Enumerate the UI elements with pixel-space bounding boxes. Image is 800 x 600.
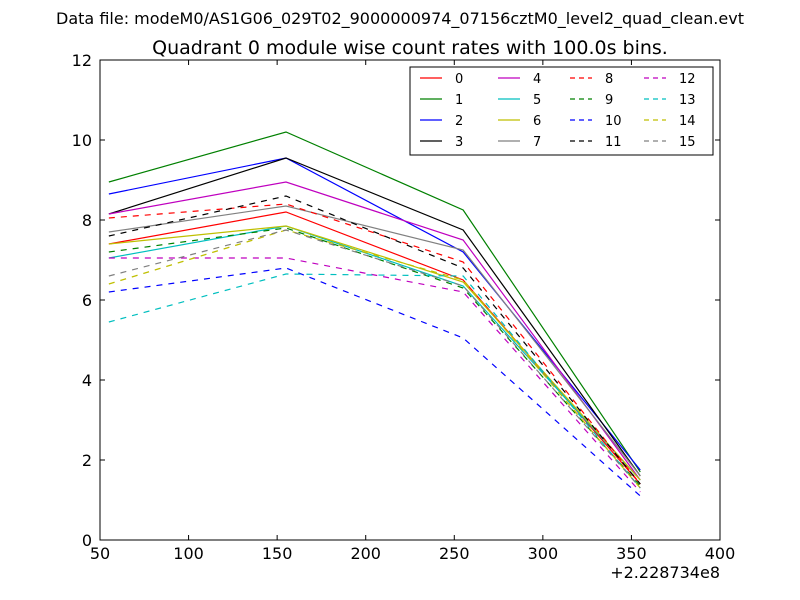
legend-label-1: 1 xyxy=(455,93,463,108)
x-tick-label: 200 xyxy=(350,544,381,563)
series-line-12 xyxy=(108,257,641,493)
y-tick-label: 4 xyxy=(82,371,92,390)
series-line-13 xyxy=(108,273,641,489)
y-tick-label: 12 xyxy=(72,51,92,70)
series-line-5 xyxy=(108,225,641,481)
series-line-8 xyxy=(108,203,641,485)
chart-suptitle: Data file: modeM0/AS1G06_029T02_90000009… xyxy=(56,9,744,29)
series-line-9 xyxy=(108,227,641,487)
legend-label-6: 6 xyxy=(533,114,541,129)
series-line-3 xyxy=(108,157,641,477)
y-tick-label: 2 xyxy=(82,451,92,470)
x-tick-label: 350 xyxy=(616,544,647,563)
series-line-0 xyxy=(108,211,641,485)
legend-label-0: 0 xyxy=(455,72,463,87)
legend-box xyxy=(409,66,714,156)
legend-label-14: 14 xyxy=(679,114,696,129)
legend-label-5: 5 xyxy=(533,93,541,108)
chart-title: Quadrant 0 module wise count rates with … xyxy=(152,37,668,59)
legend-label-10: 10 xyxy=(605,114,622,129)
x-tick-label: 300 xyxy=(528,544,559,563)
x-tick-label: 250 xyxy=(439,544,470,563)
y-tick-label: 0 xyxy=(82,531,92,550)
legend-label-7: 7 xyxy=(533,135,541,150)
series-line-6 xyxy=(108,225,641,481)
series-line-4 xyxy=(108,181,641,481)
legend-label-2: 2 xyxy=(455,114,463,129)
axis-ticks xyxy=(99,59,721,541)
x-tick-label: 100 xyxy=(173,544,204,563)
series-line-7 xyxy=(108,205,641,477)
legend-label-13: 13 xyxy=(679,93,696,108)
y-tick-label: 6 xyxy=(82,291,92,310)
series-line-10 xyxy=(108,267,641,497)
series-line-2 xyxy=(108,157,641,471)
series-line-14 xyxy=(108,229,641,489)
legend-label-15: 15 xyxy=(679,135,696,150)
y-tick-label: 10 xyxy=(72,131,92,150)
plot-lines xyxy=(108,131,641,497)
series-line-11 xyxy=(108,195,641,485)
x-offset-label: +2.228734e8 xyxy=(610,563,720,582)
series-line-15 xyxy=(108,229,641,489)
x-tick-label: 400 xyxy=(705,544,736,563)
legend-label-11: 11 xyxy=(605,135,622,150)
legend-label-4: 4 xyxy=(533,72,541,87)
legend-label-8: 8 xyxy=(605,72,613,87)
x-tick-label: 150 xyxy=(262,544,293,563)
x-tick-label: 50 xyxy=(90,544,110,563)
legend-label-12: 12 xyxy=(679,72,696,87)
y-tick-label: 8 xyxy=(82,211,92,230)
legend-label-9: 9 xyxy=(605,93,613,108)
legend-label-3: 3 xyxy=(455,135,463,150)
series-line-1 xyxy=(108,131,641,473)
